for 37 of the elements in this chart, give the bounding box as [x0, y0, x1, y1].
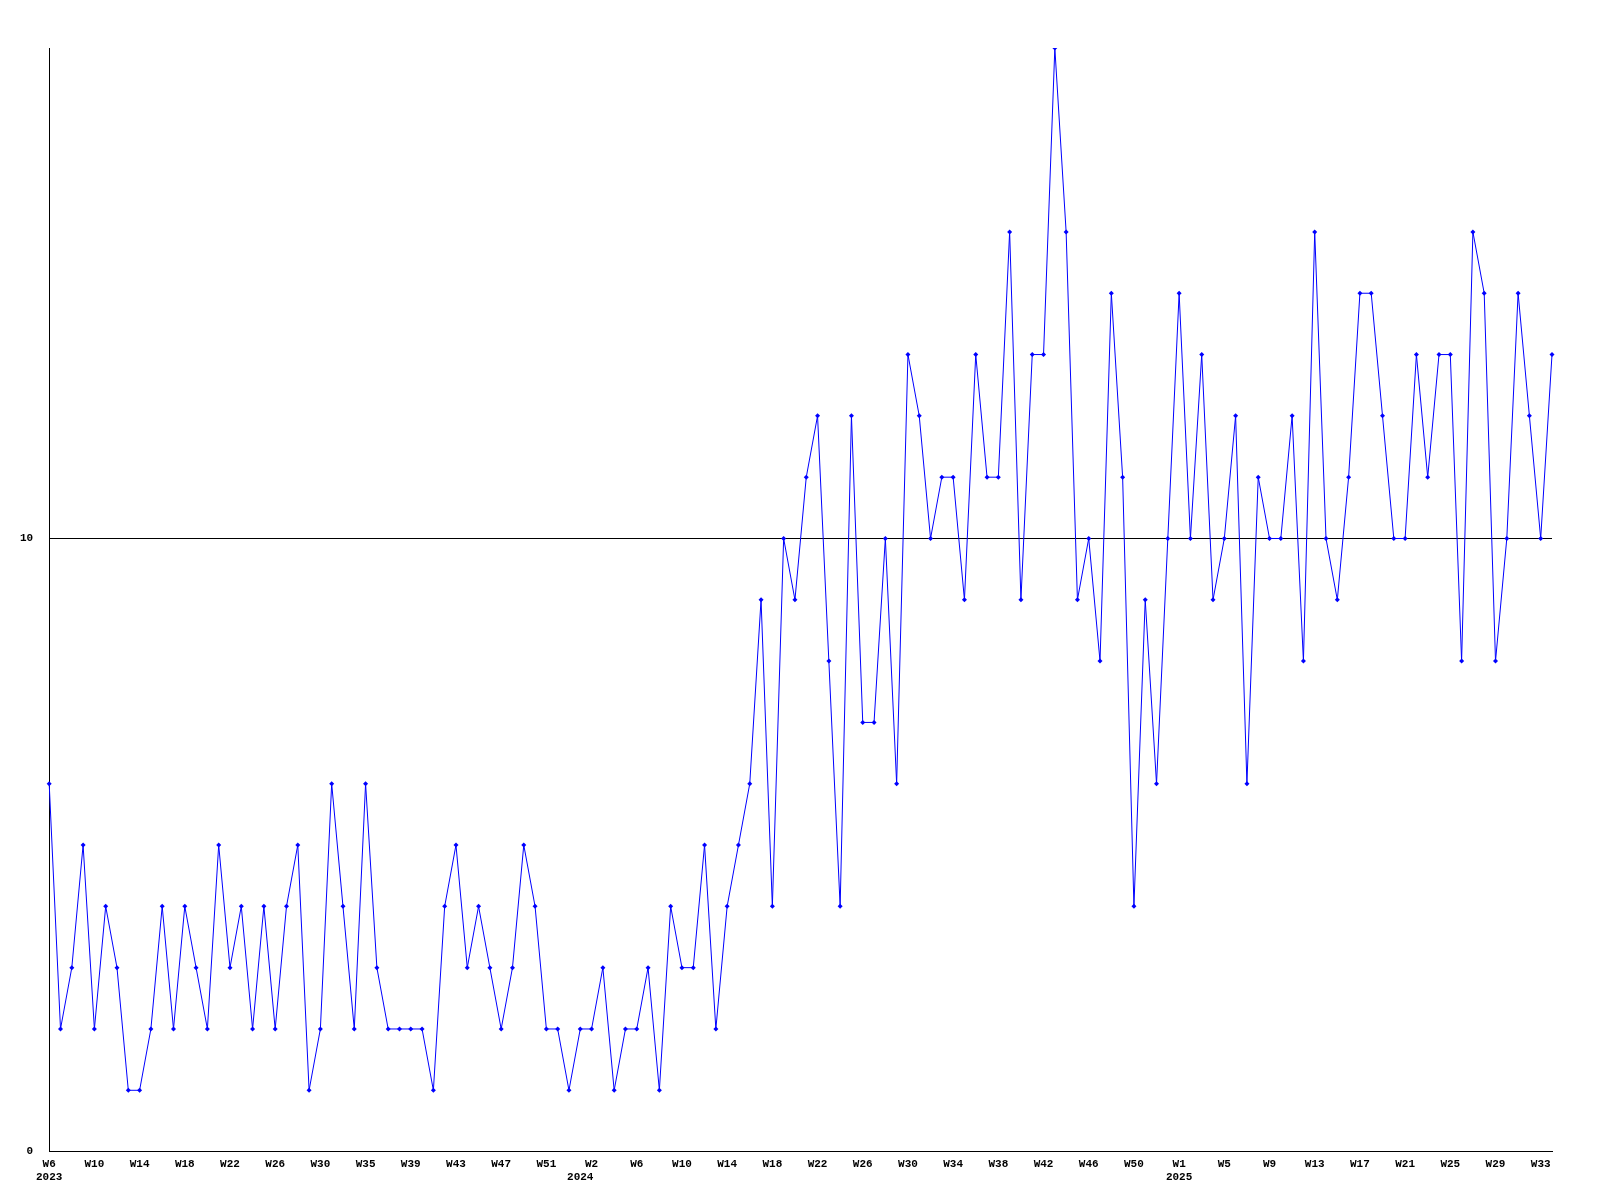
x-tick-label: W13: [1304, 1157, 1326, 1170]
x-tick-label: W10: [672, 1157, 692, 1170]
x-tick-label: W33: [1530, 1157, 1551, 1170]
x-tick-label: W29: [1485, 1157, 1506, 1170]
x-tick-label: W39: [400, 1157, 421, 1170]
x-tick-label: W6: [630, 1157, 644, 1170]
x-tick-label: W26: [265, 1157, 286, 1170]
y-tick-label: 0: [26, 1145, 34, 1158]
x-tick-label: W50: [1124, 1157, 1144, 1170]
x-tick-label: W42: [1033, 1157, 1054, 1170]
x-tick-label: W22: [220, 1157, 240, 1170]
x-tick-label: W43: [446, 1157, 467, 1170]
x-tick-label: W25: [1440, 1157, 1461, 1170]
x-tick-label: W47: [491, 1157, 512, 1170]
x-tick-label: W35: [355, 1157, 376, 1170]
x-tick-label: W30: [310, 1157, 331, 1170]
x-tick-label: W9: [1262, 1157, 1277, 1170]
x-tick-label: W30: [898, 1157, 918, 1170]
x-tick-label: W46: [1078, 1157, 1099, 1170]
x-tick-label: W26: [852, 1157, 873, 1170]
x-tick-label: W10: [84, 1157, 105, 1170]
x-tick-label: W14: [717, 1157, 738, 1170]
x-tick-label: W1 2025: [1165, 1157, 1193, 1184]
x-tick-label: W6 2023: [36, 1157, 63, 1184]
x-tick-label: W14: [129, 1157, 150, 1170]
x-tick-label: W21: [1395, 1157, 1416, 1170]
x-tick-label: W17: [1350, 1157, 1370, 1170]
x-tick-label: W2: [584, 1157, 599, 1170]
x-tick-label: W18: [174, 1157, 196, 1170]
y-tick-label: 10: [20, 532, 34, 545]
x-tick-label: W22: [807, 1157, 828, 1170]
x-tick-label: 2024: [567, 1171, 594, 1184]
x-tick-label: W51: [536, 1157, 557, 1170]
x-tick-label: W38: [988, 1157, 1009, 1170]
x-tick-label: W5: [1217, 1157, 1232, 1170]
x-tick-label: W34: [943, 1157, 964, 1170]
x-tick-label: W18: [762, 1157, 783, 1170]
